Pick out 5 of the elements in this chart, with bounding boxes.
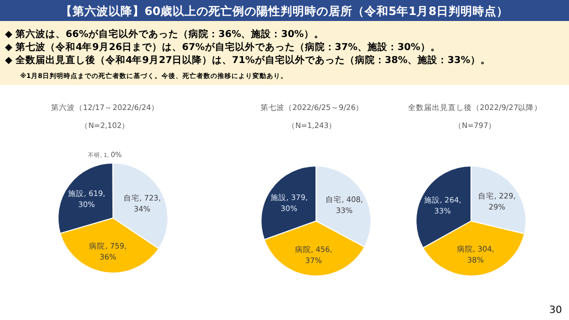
text: ◆ 全数届出見直し後（令和4年9月27日以降）は、71%が自宅以外であった（病院：38%、施設：33%）。 — [5, 54, 490, 66]
text: 30 — [549, 305, 562, 316]
text: 【第六波以降】60歳以上の死亡例の陽性判明時の居所（令和5年1月8日判明時点） — [60, 4, 509, 18]
text: ◆ 第六波は、66%が自宅以外であった（病院：36%、施設：30%）。 — [5, 28, 324, 40]
text: ◆ 第七波（令和4年9月26日まで）は、67%が自宅以外であった（病院：37%、施設：30%）。 — [5, 41, 440, 53]
